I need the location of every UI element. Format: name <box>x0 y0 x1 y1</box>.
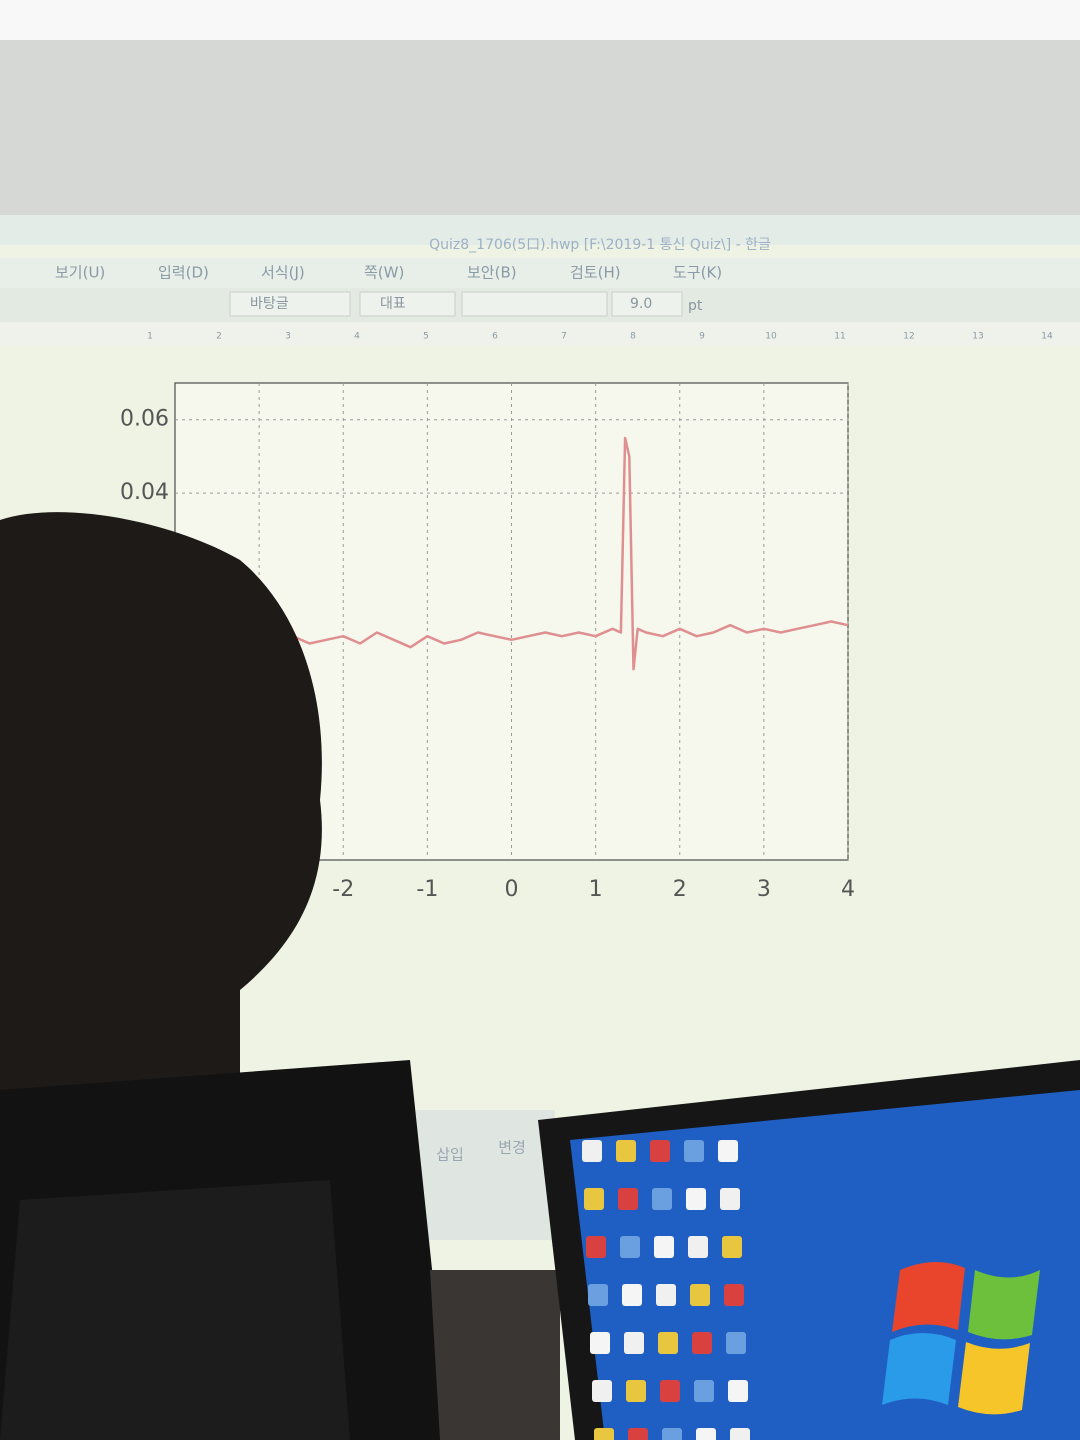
ruler-number: 12 <box>903 332 914 342</box>
desktop-icon[interactable] <box>588 1284 608 1306</box>
desktop-icon[interactable] <box>684 1140 704 1162</box>
desktop-icon[interactable] <box>586 1236 606 1258</box>
desktop-icon[interactable] <box>620 1236 640 1258</box>
title-bar <box>0 215 1080 245</box>
desktop-icon[interactable] <box>730 1428 750 1444</box>
size-unit: pt <box>688 298 703 314</box>
desktop-icon[interactable] <box>618 1188 638 1210</box>
x-tick-label: 3 <box>757 877 771 902</box>
desk <box>430 1270 560 1440</box>
x-tick-label: 4 <box>841 877 855 902</box>
ruler-numbers: 123456789101112131415 <box>147 332 1053 342</box>
menu-item[interactable]: 서식(J) <box>261 264 305 282</box>
desktop-icon[interactable] <box>650 1140 670 1162</box>
panel-tab[interactable]: 삽입 <box>436 1146 464 1164</box>
menu: 보기(U) 입력(D) 서식(J) 쪽(W) 보안(B) 검토(H) 도구(K) <box>55 264 722 282</box>
menu-item[interactable]: 입력(D) <box>158 264 209 282</box>
desktop-icon[interactable] <box>696 1428 716 1444</box>
desktop-icon[interactable] <box>692 1332 712 1354</box>
logo-green <box>968 1270 1040 1340</box>
side-panel <box>415 1110 555 1240</box>
x-tick-label: 2 <box>673 877 687 902</box>
x-tick-label: -2 <box>332 877 354 902</box>
x-tick-label: 0 <box>505 877 519 902</box>
ruler-number: 5 <box>423 332 429 342</box>
ruler-number: 14 <box>1041 332 1053 342</box>
desktop-icon[interactable] <box>722 1236 742 1258</box>
logo-yellow <box>958 1342 1030 1415</box>
font-field[interactable] <box>461 291 608 317</box>
ruler-number: 1 <box>147 332 153 342</box>
desktop-icon[interactable] <box>594 1428 614 1444</box>
ruler-number: 8 <box>630 332 636 342</box>
desktop-icon[interactable] <box>654 1236 674 1258</box>
logo-blue <box>882 1333 956 1405</box>
desktop-icon[interactable] <box>688 1236 708 1258</box>
desktop-icon[interactable] <box>694 1380 714 1402</box>
menu-item[interactable]: 도구(K) <box>673 264 722 282</box>
desktop-icon[interactable] <box>718 1140 738 1162</box>
style-name: 바탕글 <box>250 296 289 312</box>
menu-item[interactable]: 검토(H) <box>570 264 621 282</box>
font-box[interactable] <box>359 291 456 317</box>
desktop-icon[interactable] <box>658 1332 678 1354</box>
menu-item[interactable]: 보안(B) <box>467 264 517 282</box>
desktop-icon[interactable] <box>720 1188 740 1210</box>
desktop-icon[interactable] <box>582 1140 602 1162</box>
desktop-icon[interactable] <box>660 1380 680 1402</box>
desktop-icon[interactable] <box>726 1332 746 1354</box>
y-tick-label: 0.06 <box>120 407 169 432</box>
ruler-number: 11 <box>834 332 845 342</box>
ruler-number: 4 <box>354 332 360 342</box>
ruler-number: 9 <box>699 332 705 342</box>
x-tick-label: -1 <box>416 877 438 902</box>
ruler-number: 10 <box>765 332 777 342</box>
desktop-icon[interactable] <box>626 1380 646 1402</box>
desktop-icon[interactable] <box>584 1188 604 1210</box>
data-line <box>174 436 849 671</box>
ruler-number: 3 <box>285 332 291 342</box>
size-box[interactable] <box>611 291 683 317</box>
menu-bar <box>0 258 1080 288</box>
desktop-icon[interactable] <box>628 1428 648 1444</box>
desktop-icon[interactable] <box>662 1428 682 1444</box>
menu-item[interactable]: 쪽(W) <box>364 264 404 282</box>
x-tick-label: 1 <box>589 877 603 902</box>
desktop-icon[interactable] <box>724 1284 744 1306</box>
desktop-icon[interactable] <box>728 1380 748 1402</box>
font-size: 9.0 <box>630 296 652 312</box>
ceiling <box>0 40 1080 215</box>
desktop-icon[interactable] <box>652 1188 672 1210</box>
panel-tab[interactable]: 변경 <box>498 1139 526 1157</box>
desktop-icon[interactable] <box>616 1140 636 1162</box>
ruler-number: 7 <box>561 332 567 342</box>
window-title: Quiz8_1706(5口).hwp [F:\2019-1 통신 Quiz\] … <box>429 237 771 253</box>
desktop-icon[interactable] <box>656 1284 676 1306</box>
windows-logo <box>882 1261 1040 1415</box>
top-band <box>0 0 1080 40</box>
font-name: 대표 <box>380 296 406 312</box>
desktop-icon[interactable] <box>590 1332 610 1354</box>
y-tick-label: 0.04 <box>120 480 169 505</box>
monitor-left-screen <box>0 1180 350 1440</box>
desktop-icon[interactable] <box>624 1332 644 1354</box>
ruler-number: 6 <box>492 332 498 342</box>
style-box[interactable] <box>229 291 351 317</box>
ruler-number: 2 <box>216 332 222 342</box>
desktop-icon[interactable] <box>622 1284 642 1306</box>
desktop-icon[interactable] <box>686 1188 706 1210</box>
ruler <box>0 322 1080 346</box>
menu-item[interactable]: 보기(U) <box>55 264 105 282</box>
person-head <box>0 512 322 1100</box>
desktop-icon[interactable] <box>592 1380 612 1402</box>
logo-red <box>892 1261 965 1332</box>
desktop-icon[interactable] <box>690 1284 710 1306</box>
ruler-number: 13 <box>972 332 983 342</box>
